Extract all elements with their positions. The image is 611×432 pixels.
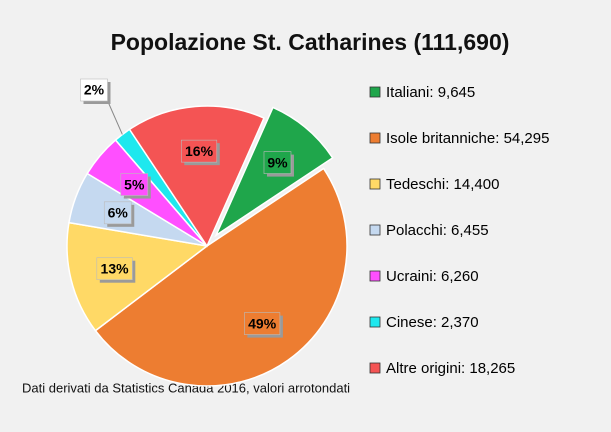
label-box: [120, 173, 149, 196]
legend-label: Polacchi: 6,455: [386, 222, 489, 239]
data-label: 16%: [185, 143, 214, 159]
label-box: [263, 151, 292, 174]
legend-label: Tedeschi: 14,400: [386, 176, 499, 193]
legend-label: Italiani: 9,645: [386, 84, 475, 101]
data-label: 49%: [248, 315, 277, 331]
label-box: [244, 312, 281, 335]
label-box: [103, 201, 132, 225]
legend-label: Ucraini: 6,260: [386, 268, 479, 285]
legend-swatch: [369, 224, 381, 236]
chart-title: Popolazione St. Catharines (111,690): [111, 29, 510, 55]
label-box: [96, 257, 133, 281]
note: Dati derivati da Statistics Canada 2016,…: [22, 380, 350, 395]
legend-swatch: [369, 132, 381, 144]
data-label: 2%: [84, 82, 105, 98]
legend-swatch: [369, 270, 381, 282]
pie-slice: [66, 221, 209, 332]
legend-swatch: [369, 362, 381, 374]
data-label: 13%: [101, 260, 130, 276]
data-label: 6%: [108, 205, 129, 221]
pie-slice: [94, 167, 348, 387]
label-box: [80, 78, 108, 102]
label-box: [180, 139, 218, 163]
legend-label: Cinese: 2,370: [386, 314, 479, 331]
legend-swatch: [369, 178, 381, 190]
legend-swatch: [369, 86, 381, 98]
legend-label: Isole britanniche: 54,295: [386, 130, 549, 147]
data-label: 9%: [267, 154, 288, 170]
legend-swatch: [369, 316, 381, 328]
pie-slice: [128, 105, 265, 248]
legend-label: Altre origini: 18,265: [386, 360, 515, 377]
data-label: 5%: [124, 176, 145, 192]
